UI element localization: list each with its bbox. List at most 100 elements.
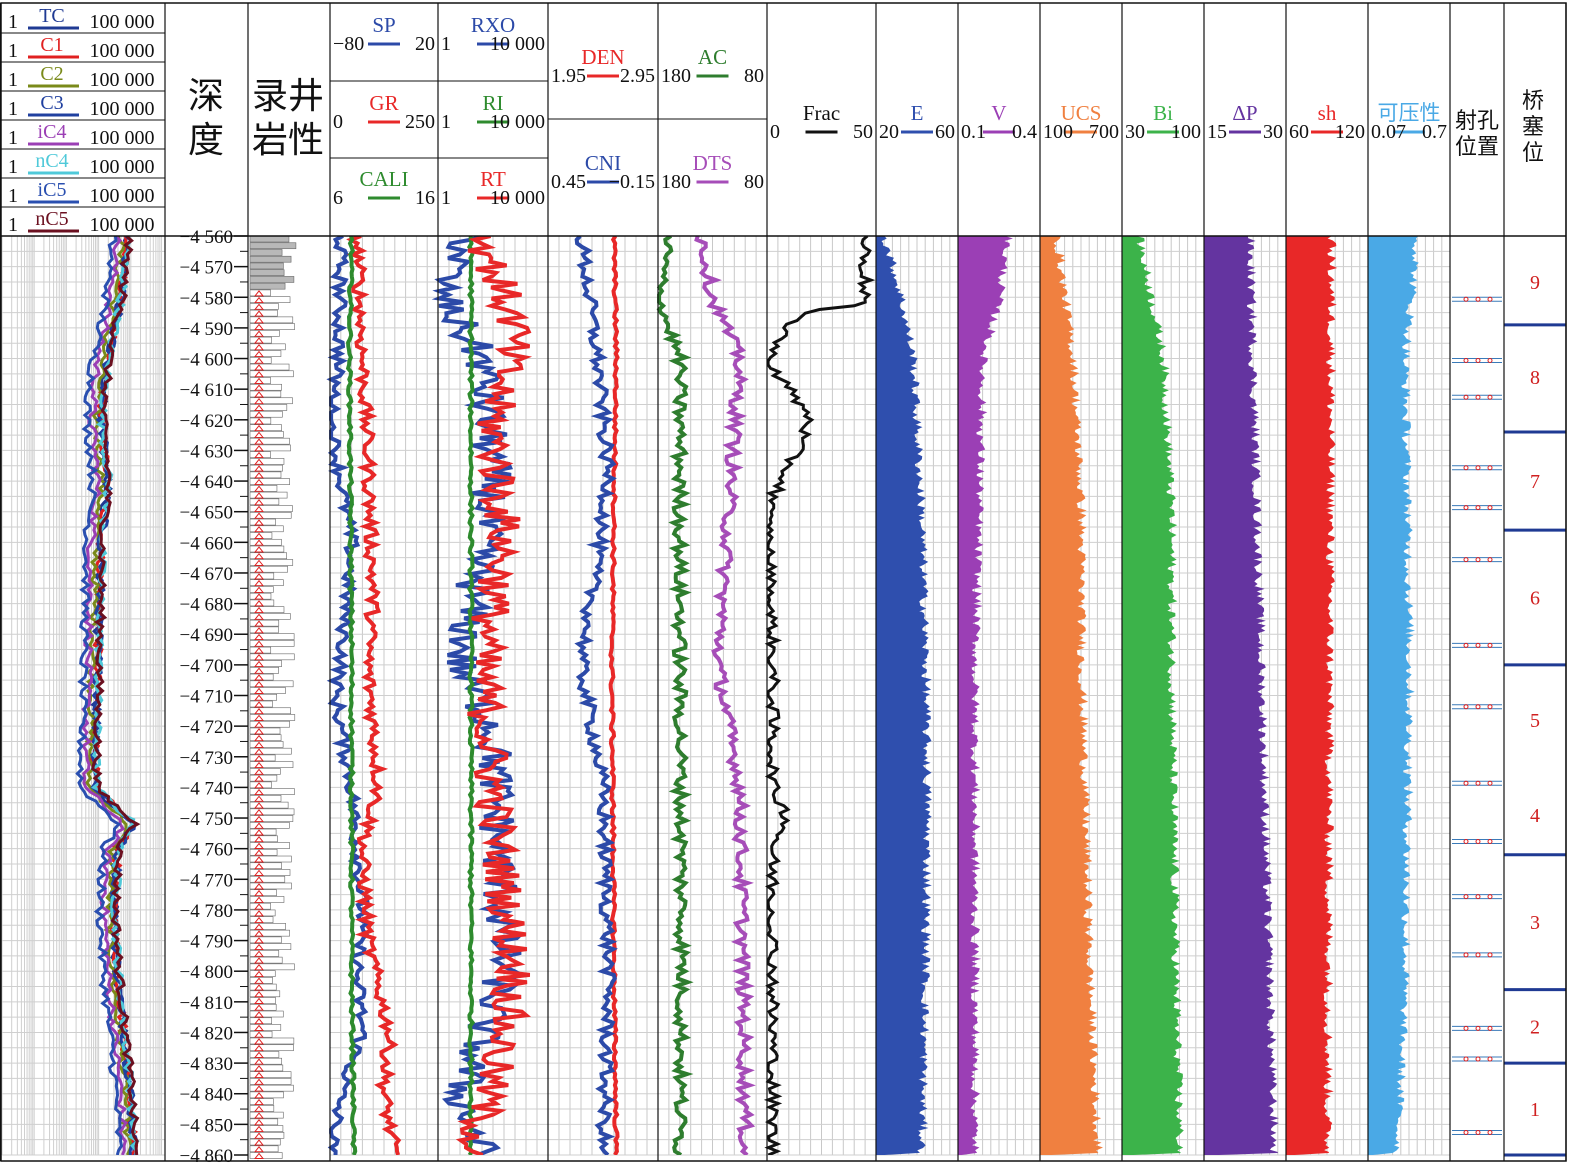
lithology-bed [249,956,283,964]
gas-legend-min: 1 [8,40,18,62]
lithology-symbol [253,660,265,668]
depth-tick-label: −4 800 [180,962,233,983]
lithology-bed [249,343,286,351]
lithology-symbol [253,734,265,742]
curve-CALI [345,236,358,1155]
lithology-symbol [253,1092,265,1099]
lithology-bed [249,491,288,499]
bridge-plug-stage-label: 6 [1530,587,1540,609]
lithology-bed [249,1024,282,1031]
lithology-bed [249,1132,285,1139]
curve-header-min: 20 [879,121,899,143]
depth-tick-label: −4 780 [180,901,233,922]
lithology-symbol [253,862,265,870]
perforation-hole [1463,394,1469,400]
curve-GR [346,236,402,1155]
lithology-symbol [253,472,265,479]
lithology-bed [249,269,285,276]
lithology-symbol [253,741,265,748]
lithology-bed [249,525,284,533]
curve-header-min: 1 [441,187,451,209]
curve-header-min: 0.07 [1371,121,1406,143]
gas-legend-max: 100 000 [90,156,155,178]
lithology-bed [249,882,292,890]
depth-tick-label: −4 740 [180,778,233,799]
perforation-hole [1487,557,1493,563]
lithology-bed [249,808,295,816]
lithology-bed [249,444,291,452]
lithology-symbol [253,310,265,317]
lithology-bed [249,471,282,479]
lithology-symbol [253,303,265,310]
lithology-symbol [253,842,265,850]
lithology-symbol [253,290,265,297]
lithology-symbol [253,606,265,614]
curve-header-name: ΔP [1232,101,1257,125]
lithology-bed [249,458,285,465]
lithology-bed [249,936,282,944]
curve-header-name: E [911,101,924,125]
depth-tick-label: −4 590 [180,319,233,340]
curve-header-min: 15 [1207,121,1227,143]
lithology-bed [249,363,290,371]
lithology-symbol [253,633,265,641]
lithology-symbol [253,903,265,910]
lithology-symbol [253,613,265,620]
fill-可压性 [1367,236,1419,1155]
lithology-symbol [253,748,265,755]
lithology-symbol [253,943,265,951]
lithology-bed [249,1003,277,1011]
curve-header-name: GR [369,91,398,115]
curve-header-max: −0.15 [609,171,655,193]
lithology-symbol [253,552,265,560]
lithology-bed [249,410,283,418]
lithology-symbol [253,424,265,432]
lithology-symbol [253,350,265,358]
lithology-bed [249,788,295,795]
lithology-symbol [253,910,265,917]
gas-legend-min: 1 [8,69,18,91]
lithology-symbol [253,802,265,809]
gas-legend-name: TC [39,5,65,27]
lithology-bed [249,707,291,715]
curve-header-name: DEN [581,45,624,69]
curve-header-min: 180 [661,171,691,193]
lithology-bed [249,330,280,337]
lithology-bed [249,464,283,472]
lithology-symbol [253,680,265,688]
curve-header-max: 100 [1171,121,1201,143]
lithology-bed [249,869,291,876]
curve-header-min: −80 [333,33,364,55]
gas-legend-min: 1 [8,185,18,207]
curve-header-name: UCS [1061,101,1102,125]
lithology-symbol [253,519,265,526]
curve-header-max: 120 [1335,121,1365,143]
curve-header-min: 100 [1043,121,1073,143]
lithology-symbol [253,1139,265,1146]
perforation-hole [1475,838,1481,844]
curve-header-name: 可压性 [1378,101,1441,125]
lithology-bed [249,1084,294,1092]
bridge-plug-header: 塞 [1522,114,1544,139]
perforation-hole [1475,1025,1481,1031]
perforation-hole [1475,704,1481,710]
lithology-bed [249,559,294,566]
lithology-bed [249,370,294,378]
lithology-bed [249,990,281,998]
perforation-hole [1463,465,1469,471]
lithology-symbol [253,883,265,890]
curve-header-min: 1 [441,111,451,133]
depth-tick-label: −4 680 [180,595,233,616]
lithology-bed [249,242,297,250]
bridge-plug-stage-label: 1 [1530,1099,1540,1121]
depth-tick-label: −4 570 [180,258,233,279]
lithology-symbol [253,532,265,540]
curve-header-max: 0.4 [1012,121,1037,143]
lithology-symbol [253,889,265,897]
bridge-plug-stage-label: 9 [1530,272,1540,294]
lithology-symbol [253,647,265,654]
depth-tick-label: −4 700 [180,656,233,677]
lithology-symbol [253,923,265,930]
curve-header-min: 1 [441,33,451,55]
bridge-plug-header: 桥 [1522,88,1544,113]
